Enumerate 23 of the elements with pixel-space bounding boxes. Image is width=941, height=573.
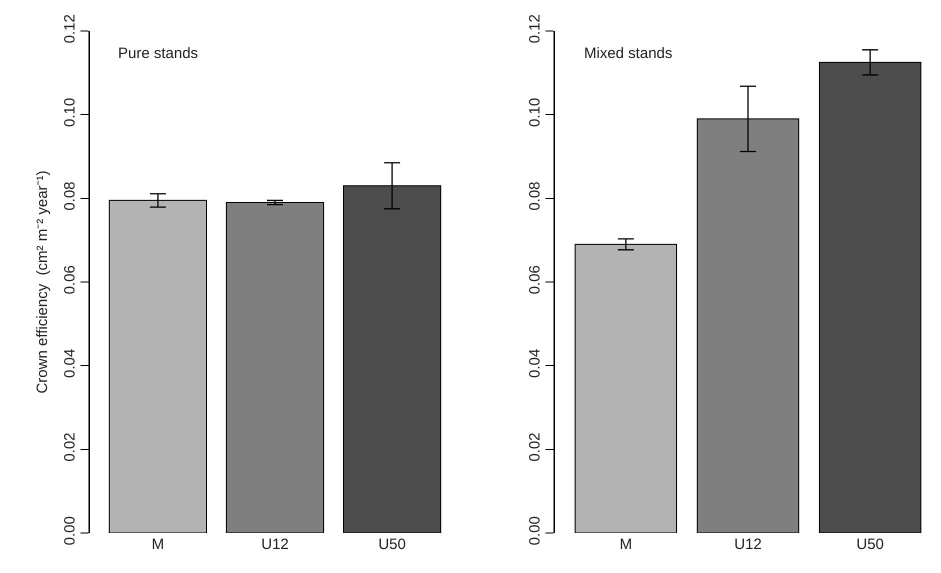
y-tick-label: 0.12: [62, 14, 79, 44]
x-tick-label: U12: [734, 536, 762, 553]
y-tick-label: 0.06: [62, 265, 79, 294]
x-tick-label: M: [152, 536, 164, 553]
x-tick-label: M: [620, 536, 632, 553]
y-tick-label: 0.06: [526, 265, 544, 294]
y-tick-label: 0.04: [526, 348, 544, 378]
y-tick-label: 0.02: [526, 432, 544, 462]
y-axis-title: Crown efficiency (cm² m⁻² year⁻¹): [34, 170, 52, 394]
y-tick-label: 0.08: [526, 181, 544, 211]
x-tick-label: U12: [261, 536, 289, 553]
y-tick-label: 0.04: [62, 348, 79, 378]
y-tick-label: 0.10: [62, 98, 79, 128]
y-tick-label: 0.12: [526, 14, 544, 44]
y-tick-label: 0.10: [526, 98, 544, 128]
y-tick-label: 0.02: [62, 432, 79, 462]
annotation: Pure stands: [118, 45, 198, 62]
y-tick-label: 0.00: [526, 516, 544, 546]
x-tick-label: U50: [378, 536, 406, 553]
y-tick-label: 0.08: [62, 181, 79, 211]
x-tick-label: U50: [856, 536, 884, 553]
annotation: Mixed stands: [584, 45, 672, 62]
y-tick-label: 0.00: [62, 516, 79, 546]
